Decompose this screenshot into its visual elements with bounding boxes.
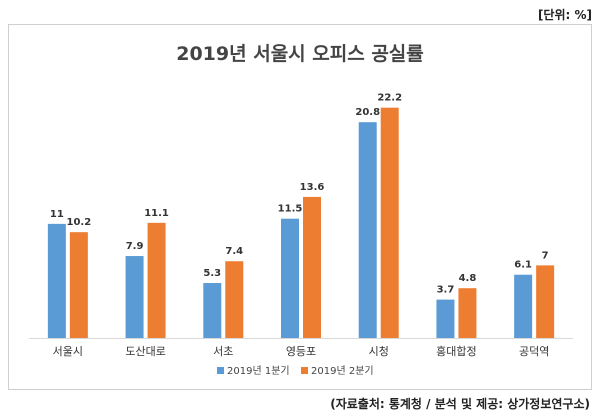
data-label-1-4: 11.5 xyxy=(278,204,303,215)
bar-2-2 xyxy=(147,222,166,338)
chart-title: 2019년 서울시 오피스 공실률 xyxy=(176,43,424,65)
category-label-6: 홍대합정 xyxy=(436,344,476,358)
bar-1-5 xyxy=(358,122,377,338)
bar-2-5 xyxy=(380,107,399,338)
category-label-1: 서울시 xyxy=(53,345,83,358)
data-label-1-6: 3.7 xyxy=(437,285,455,296)
category-label-3: 서초 xyxy=(213,345,233,358)
bar-1-2 xyxy=(125,256,144,338)
legend-swatch-1 xyxy=(217,367,224,374)
bar-1-6 xyxy=(436,299,455,338)
legend-label-1: 2019년 1분기 xyxy=(227,365,290,377)
data-label-2-7: 7 xyxy=(542,250,549,261)
data-label-2-4: 13.6 xyxy=(300,182,325,193)
bar-1-7 xyxy=(514,274,533,338)
category-label-5: 시청 xyxy=(369,345,389,358)
data-label-1-1: 11 xyxy=(50,209,64,220)
data-label-2-1: 10.2 xyxy=(67,217,92,228)
data-label-2-3: 7.4 xyxy=(225,246,243,257)
bar-2-3 xyxy=(225,261,244,338)
data-label-1-5: 20.8 xyxy=(355,107,380,118)
bar-1-1 xyxy=(47,223,66,338)
data-label-1-3: 5.3 xyxy=(203,268,221,279)
source-note: (자료출처: 통계청 / 분석 및 제공: 상가정보연구소) xyxy=(330,397,590,411)
data-label-2-5: 22.2 xyxy=(377,93,402,104)
bar-2-7 xyxy=(536,265,555,338)
legend-swatch-2 xyxy=(301,367,308,374)
unit-note: [단위: %] xyxy=(537,8,592,22)
bar-2-1 xyxy=(69,232,88,338)
bar-2-6 xyxy=(458,288,477,338)
data-label-2-6: 4.8 xyxy=(459,273,477,284)
data-label-1-2: 7.9 xyxy=(126,241,144,252)
bar-1-3 xyxy=(203,283,222,338)
category-label-7: 공덕역 xyxy=(519,345,549,358)
bar-1-4 xyxy=(281,218,299,338)
data-label-1-7: 6.1 xyxy=(514,260,532,271)
chart-frame: 2019년 서울시 오피스 공실률 11 10.2 서울시 7.9 11.1 도산대로 5.… xyxy=(8,24,592,390)
data-label-2-2: 11.1 xyxy=(144,208,169,219)
bar-2-4 xyxy=(303,196,321,338)
category-label-2: 도산대로 xyxy=(125,345,165,358)
legend-label-2: 2019년 2분기 xyxy=(311,365,374,377)
category-label-4: 영등포 xyxy=(286,345,316,358)
